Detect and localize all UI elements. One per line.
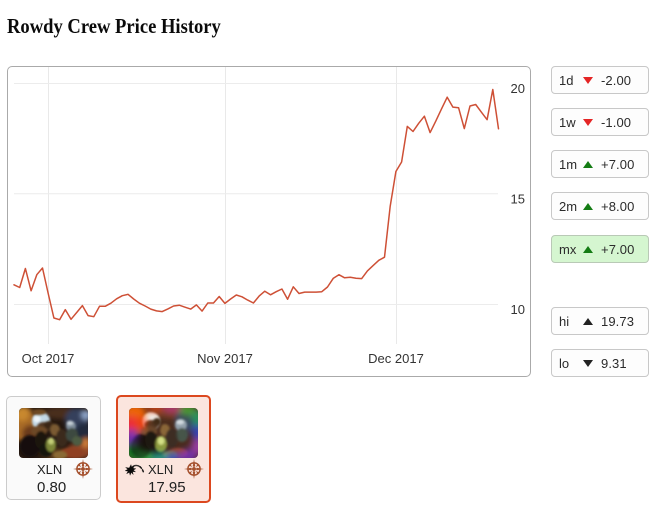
- svg-text:10: 10: [511, 302, 525, 317]
- svg-text:Dec 2017: Dec 2017: [368, 351, 424, 366]
- svg-text:Nov 2017: Nov 2017: [197, 351, 253, 366]
- svg-text:20: 20: [511, 81, 525, 96]
- svg-text:15: 15: [511, 191, 525, 206]
- svg-text:Oct 2017: Oct 2017: [22, 351, 75, 366]
